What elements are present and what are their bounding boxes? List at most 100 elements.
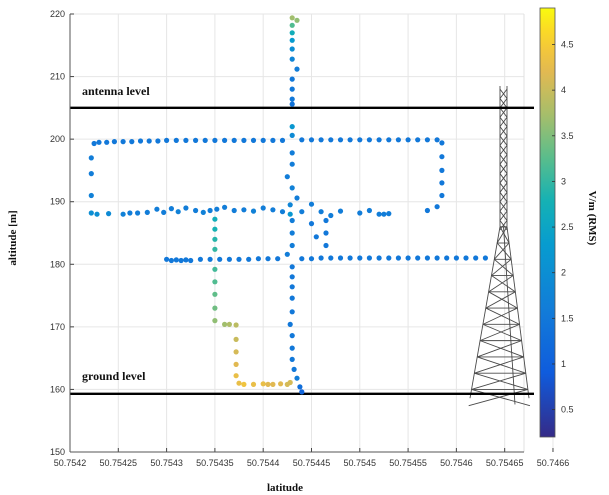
- data-point: [155, 138, 161, 144]
- data-point: [424, 255, 430, 261]
- y-tick-label: 200: [50, 134, 65, 144]
- data-point: [241, 381, 247, 387]
- data-point: [289, 30, 295, 36]
- data-point: [366, 255, 372, 261]
- data-point: [260, 137, 266, 143]
- y-axis-label: altitude [m]: [7, 210, 19, 265]
- data-point: [250, 381, 257, 387]
- data-point: [129, 139, 135, 145]
- annotation-ground-level: ground level: [82, 369, 146, 383]
- data-point: [96, 139, 102, 145]
- data-point: [265, 256, 271, 262]
- data-point: [287, 202, 293, 208]
- grid: [69, 13, 554, 453]
- data-point: [146, 138, 152, 144]
- data-point: [405, 137, 411, 143]
- data-point: [236, 256, 242, 262]
- data-point: [137, 138, 144, 144]
- data-point: [278, 381, 284, 387]
- data-point: [434, 137, 440, 143]
- data-point: [294, 195, 300, 201]
- data-point: [299, 389, 305, 395]
- reference-lines: [70, 106, 534, 396]
- data-point: [439, 167, 445, 173]
- data-point: [289, 345, 295, 351]
- data-point: [347, 255, 353, 261]
- data-point: [318, 209, 324, 215]
- data-point: [233, 322, 239, 328]
- data-point: [482, 255, 488, 261]
- tower-brace: [488, 291, 518, 309]
- tower-brace: [477, 356, 526, 374]
- data-point: [207, 207, 213, 214]
- data-point: [255, 256, 261, 262]
- data-point: [270, 137, 276, 143]
- data-point: [424, 207, 430, 214]
- tower-brace: [499, 192, 508, 202]
- x-tick-label: 50.7542: [54, 458, 87, 468]
- data-point: [395, 255, 401, 261]
- tower-brace: [491, 258, 512, 276]
- data-point: [231, 207, 237, 214]
- x-tick-label: 50.7546: [440, 458, 473, 468]
- data-point: [297, 384, 303, 390]
- tower-brace: [499, 116, 508, 127]
- data-point: [246, 256, 252, 262]
- data-point: [299, 137, 305, 143]
- tower-brace: [471, 388, 531, 407]
- data-point: [289, 96, 295, 102]
- data-point: [120, 139, 126, 145]
- data-point: [217, 256, 223, 262]
- tower-brace: [499, 173, 508, 184]
- tower-brace: [479, 340, 524, 358]
- tower-brace: [499, 98, 508, 109]
- data-point: [236, 380, 242, 386]
- tower-brace: [488, 275, 514, 293]
- y-tick-label: 210: [50, 72, 65, 82]
- data-point: [439, 140, 445, 146]
- data-point: [241, 207, 247, 213]
- data-point: [275, 256, 281, 262]
- colorbar-tick-label: 0.5: [561, 405, 574, 415]
- x-axis-label: latitude: [267, 482, 303, 494]
- data-point: [289, 124, 295, 130]
- data-point: [222, 204, 228, 210]
- data-point: [308, 221, 315, 227]
- data-point: [212, 291, 218, 297]
- tower-brace: [499, 226, 510, 244]
- data-point: [405, 255, 411, 261]
- data-point: [415, 255, 421, 261]
- data-point: [444, 255, 450, 261]
- data-point: [197, 256, 203, 262]
- data-point: [226, 256, 232, 262]
- data-point: [424, 137, 430, 143]
- data-point: [337, 137, 344, 143]
- data-point: [233, 361, 239, 367]
- tower-brace: [493, 242, 510, 260]
- antenna-tower-illustration: [468, 85, 531, 407]
- data-point: [386, 211, 392, 217]
- colorbar-tick-label: 1.5: [561, 313, 574, 323]
- data-point: [289, 333, 295, 339]
- tower-brace: [479, 323, 520, 342]
- data-point: [270, 381, 276, 387]
- data-point: [233, 373, 239, 379]
- data-point: [212, 305, 218, 311]
- data-point: [173, 257, 179, 263]
- data-point: [164, 137, 170, 143]
- data-point: [299, 256, 305, 262]
- data-point: [183, 137, 189, 143]
- data-point: [168, 206, 174, 212]
- data-point: [337, 255, 344, 261]
- data-point: [386, 255, 392, 261]
- data-point: [439, 192, 445, 199]
- y-tick-label: 190: [50, 197, 65, 207]
- data-point: [439, 180, 445, 186]
- data-point: [289, 264, 295, 270]
- tower-brace: [482, 323, 522, 342]
- data-point: [212, 226, 218, 232]
- data-point: [289, 309, 295, 315]
- data-point: [289, 274, 295, 280]
- annotation-antenna-level: antenna level: [82, 84, 150, 98]
- data-point: [289, 101, 295, 107]
